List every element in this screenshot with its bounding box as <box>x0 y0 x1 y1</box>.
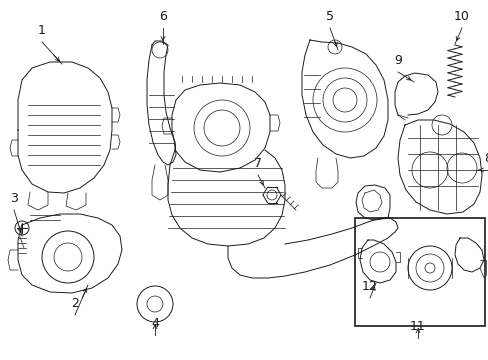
Text: 4: 4 <box>151 317 159 330</box>
Text: 10: 10 <box>453 10 469 23</box>
Text: 8: 8 <box>483 152 488 165</box>
Text: 9: 9 <box>393 54 401 67</box>
Text: 2: 2 <box>71 297 79 310</box>
Bar <box>354 218 484 326</box>
Text: 5: 5 <box>325 10 333 23</box>
Text: 11: 11 <box>409 320 425 333</box>
Text: 7: 7 <box>253 157 262 170</box>
Text: 3: 3 <box>10 192 18 205</box>
Text: 12: 12 <box>362 280 377 293</box>
Text: 1: 1 <box>38 24 46 37</box>
Text: 6: 6 <box>159 10 166 23</box>
